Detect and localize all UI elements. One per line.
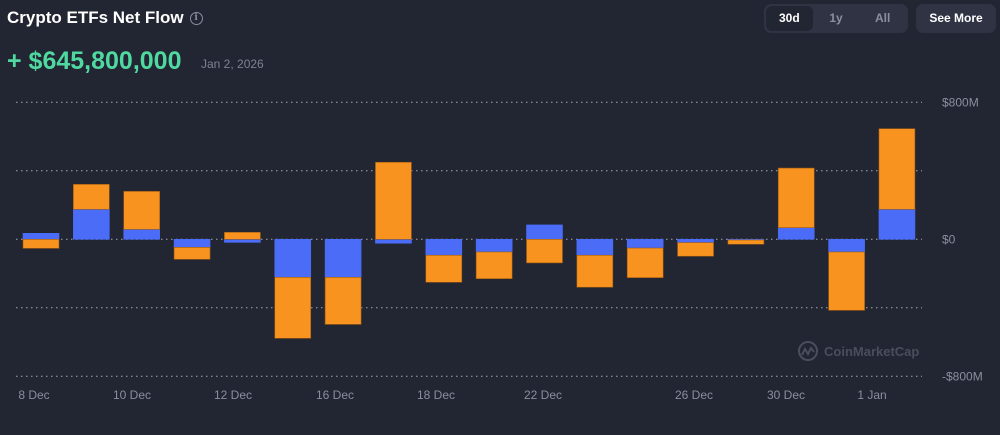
bar-segment-series-2	[73, 184, 110, 210]
x-tick-label: 30 Dec	[767, 388, 805, 402]
bar-segment-series-1	[777, 227, 815, 240]
bar-segment-series-1	[375, 239, 412, 244]
net-flow-date: Jan 2, 2026	[201, 57, 264, 71]
tab-30d[interactable]: 30d	[766, 6, 813, 31]
chart-title: Crypto ETFs Net Flow i	[7, 8, 203, 28]
bar-segment-series-1	[274, 239, 312, 278]
bar-segment-series-1	[878, 209, 916, 240]
bar-segment-series-2	[324, 277, 362, 325]
y-tick-label: -$800M	[942, 369, 983, 383]
bar-segment-series-2	[777, 167, 815, 228]
x-tick-label: 8 Dec	[18, 388, 49, 402]
coinmarketcap-logo-icon	[798, 341, 818, 361]
see-more-button[interactable]: See More	[916, 4, 996, 33]
x-tick-label: 16 Dec	[316, 388, 354, 402]
bar-segment-series-2	[425, 254, 463, 283]
bar-segment-series-1	[475, 239, 513, 253]
bar-segment-series-1	[73, 209, 110, 240]
x-tick-label: 1 Jan	[857, 388, 886, 402]
net-flow-value: + $645,800,000	[7, 47, 182, 75]
bar-segment-series-2	[224, 231, 261, 240]
y-tick-label: $800M	[942, 95, 979, 109]
bar-segment-series-2	[576, 254, 614, 288]
watermark-text: CoinMarketCap	[824, 343, 920, 359]
bar-segment-series-2	[626, 247, 664, 278]
bar-segment-series-2	[526, 239, 563, 264]
bar-segment-series-1	[828, 239, 865, 253]
bar-segment-series-1	[224, 239, 261, 243]
title-text: Crypto ETFs Net Flow	[7, 8, 184, 27]
bar-segment-series-1	[576, 239, 614, 256]
tab-all[interactable]: All	[875, 11, 891, 25]
x-tick-label: 18 Dec	[417, 388, 455, 402]
bar-segment-series-2	[173, 247, 211, 260]
coinmarketcap-watermark: CoinMarketCap	[797, 340, 919, 362]
bar-segment-series-1	[626, 239, 664, 249]
bar-segment-series-2	[828, 251, 865, 311]
y-tick-label: $0	[942, 232, 956, 246]
bar-segment-series-2	[22, 239, 60, 249]
bar-segment-series-2	[274, 277, 312, 339]
info-icon[interactable]: i	[189, 11, 203, 25]
bar-segment-series-1	[677, 239, 714, 243]
bar-segment-series-1	[324, 239, 362, 278]
bar-segment-series-1	[425, 239, 463, 256]
bar-segment-series-2	[878, 128, 916, 210]
bar-segment-series-2	[375, 161, 412, 240]
bar-segment-series-2	[475, 251, 513, 279]
bar-segment-series-1	[22, 233, 60, 240]
x-tick-label: 22 Dec	[524, 388, 562, 402]
bar-segment-series-1	[123, 229, 160, 240]
bar-segment-series-1	[526, 224, 563, 240]
bar-segment-series-1	[173, 239, 211, 248]
x-tick-label: 26 Dec	[675, 388, 713, 402]
x-tick-label: 12 Dec	[214, 388, 252, 402]
tab-1y[interactable]: 1y	[829, 11, 843, 25]
bar-segment-series-2	[727, 239, 765, 245]
x-tick-label: 10 Dec	[113, 388, 151, 402]
time-range-selector: 30d 1y All	[764, 4, 908, 33]
bar-segment-series-2	[677, 242, 714, 257]
bar-segment-series-2	[123, 191, 160, 230]
